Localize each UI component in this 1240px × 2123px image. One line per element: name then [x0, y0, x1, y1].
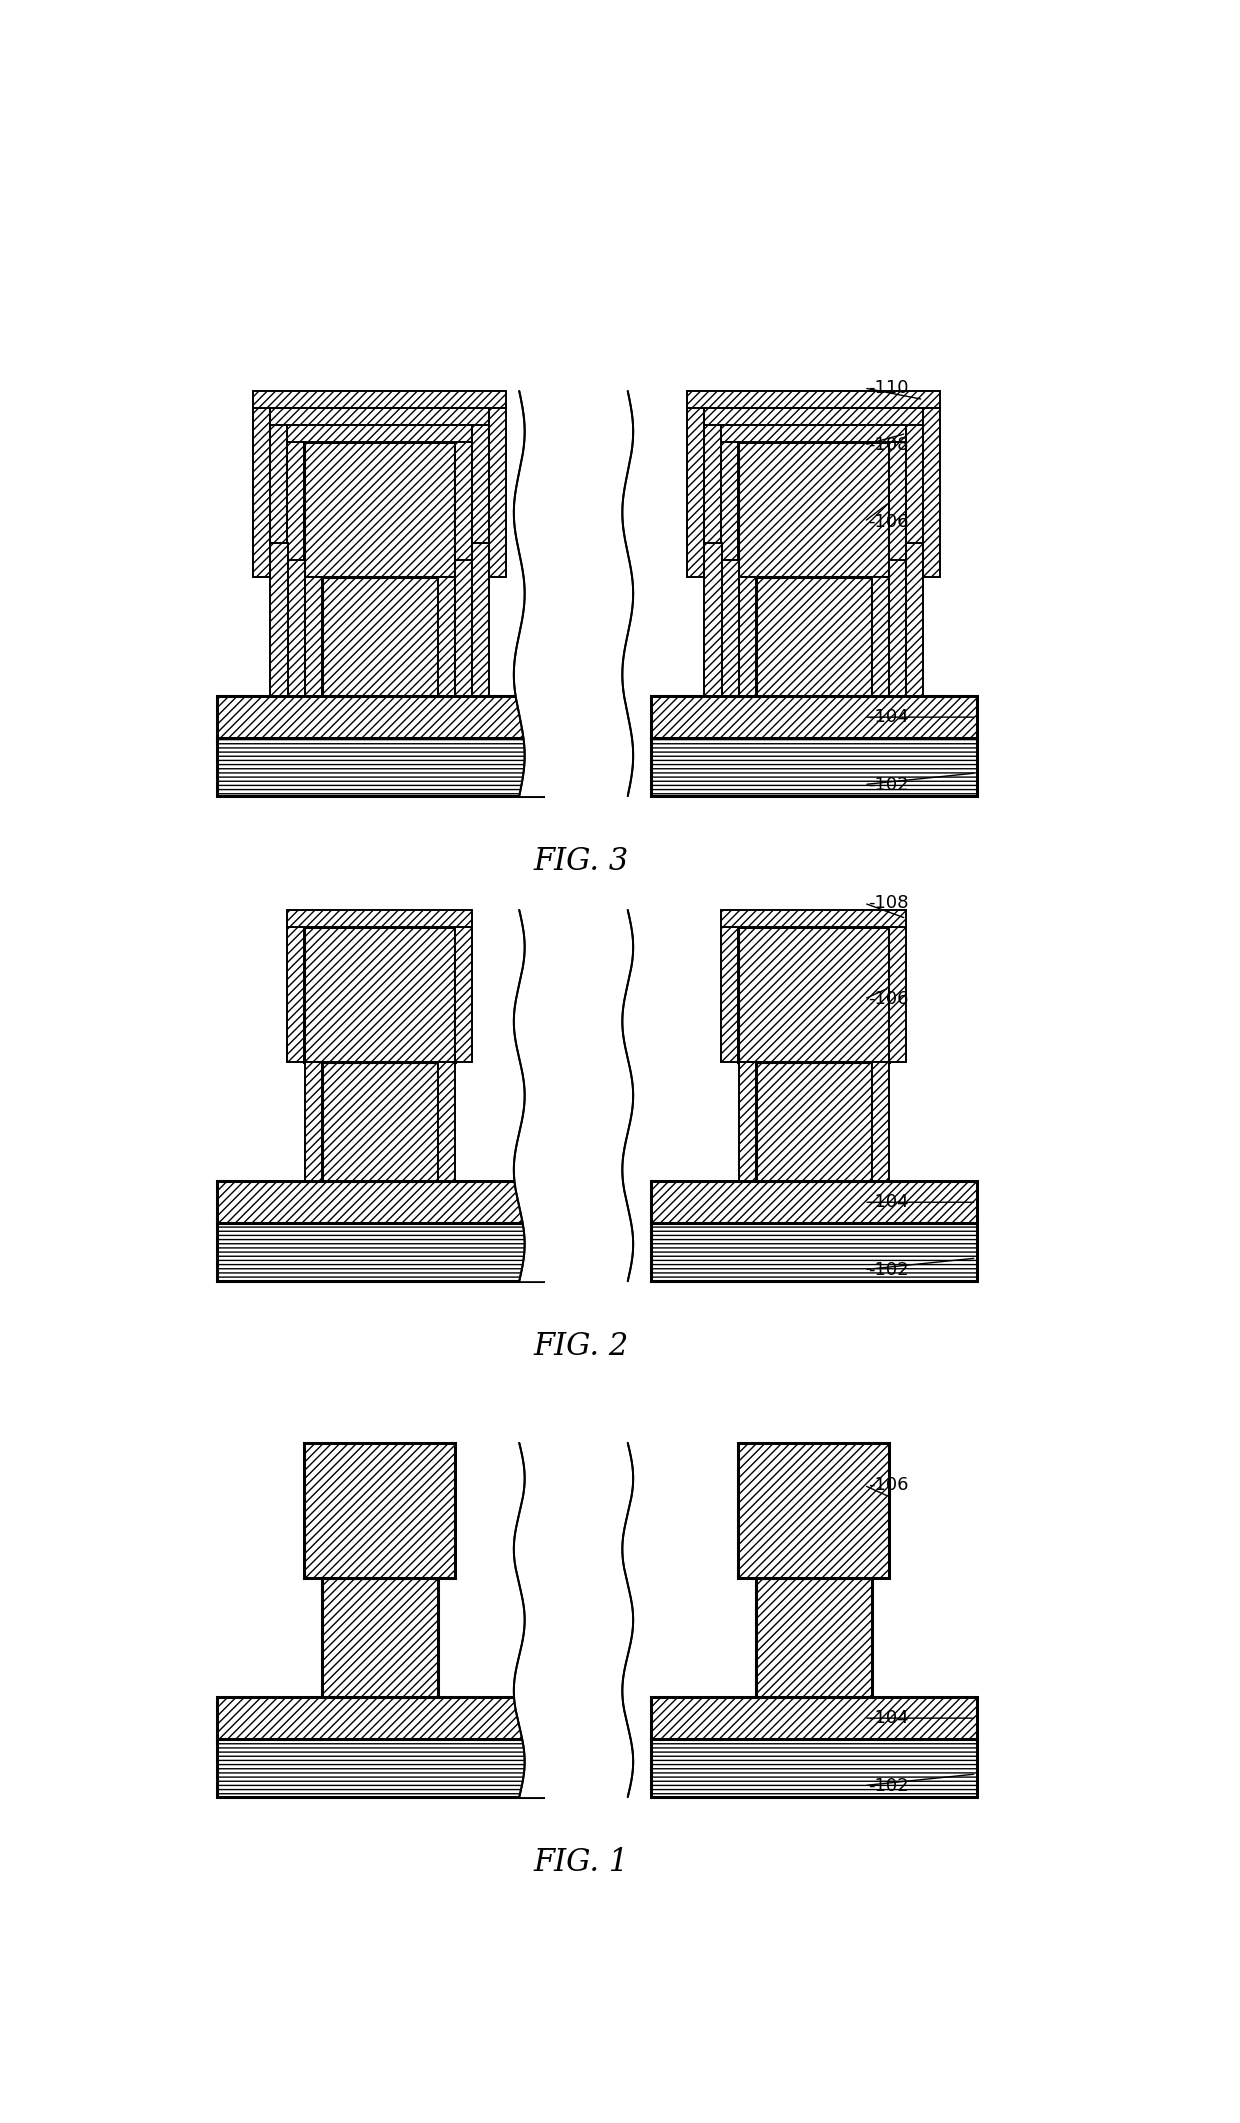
Bar — [651, 696, 977, 739]
Bar — [217, 1696, 543, 1739]
Text: FIG. 2: FIG. 2 — [533, 1331, 629, 1363]
Bar — [738, 928, 889, 1062]
Bar — [270, 543, 288, 696]
Bar — [305, 577, 321, 696]
Bar — [739, 1062, 755, 1180]
Text: -108: -108 — [868, 894, 909, 913]
Bar — [722, 442, 738, 577]
Bar — [321, 1577, 438, 1696]
Bar — [738, 442, 889, 577]
Bar — [217, 739, 543, 796]
Bar — [490, 408, 506, 577]
Bar — [288, 911, 472, 928]
Text: -110: -110 — [868, 380, 909, 397]
Bar — [739, 577, 755, 696]
Bar — [253, 408, 270, 577]
Bar — [889, 442, 906, 577]
Bar — [651, 1180, 977, 1223]
Polygon shape — [513, 391, 634, 796]
Bar — [722, 560, 739, 696]
Bar — [253, 391, 506, 408]
Bar — [270, 425, 288, 577]
Bar — [270, 408, 490, 425]
Bar — [304, 1444, 455, 1577]
Text: -102: -102 — [868, 775, 909, 794]
Bar — [321, 1062, 438, 1180]
Bar — [755, 1062, 872, 1180]
Bar — [722, 928, 738, 1062]
Bar — [304, 928, 455, 1062]
Bar — [217, 1223, 543, 1280]
Text: -104: -104 — [868, 1193, 909, 1212]
Bar — [288, 442, 304, 577]
Bar — [906, 543, 923, 696]
Bar — [217, 1739, 543, 1796]
Bar — [651, 1223, 977, 1280]
Bar — [687, 391, 940, 408]
Bar — [704, 543, 722, 696]
Bar — [217, 1180, 543, 1223]
Bar — [472, 425, 490, 577]
Bar — [455, 928, 472, 1062]
Bar — [472, 543, 489, 696]
Bar — [217, 696, 543, 739]
Bar — [889, 560, 906, 696]
Bar — [872, 1062, 889, 1180]
Bar — [738, 1444, 889, 1577]
Bar — [755, 1577, 872, 1696]
Bar — [687, 408, 704, 577]
Text: -102: -102 — [868, 1777, 909, 1794]
Bar — [755, 577, 872, 696]
Bar — [321, 577, 438, 696]
Bar — [722, 425, 906, 442]
Bar — [288, 425, 472, 442]
Text: FIG. 3: FIG. 3 — [533, 847, 629, 877]
Bar — [305, 1062, 321, 1180]
Polygon shape — [513, 911, 634, 1280]
Text: FIG. 1: FIG. 1 — [533, 1847, 629, 1879]
Text: -106: -106 — [868, 514, 909, 531]
Bar — [288, 928, 304, 1062]
Bar — [906, 425, 924, 577]
Bar — [872, 577, 889, 696]
Text: -104: -104 — [868, 1709, 909, 1728]
Text: -108: -108 — [868, 435, 909, 454]
Text: -102: -102 — [868, 1261, 909, 1278]
Bar — [722, 911, 906, 928]
Bar — [438, 577, 455, 696]
Bar — [704, 408, 924, 425]
Bar — [651, 739, 977, 796]
Text: -106: -106 — [868, 1475, 909, 1495]
Bar — [651, 1696, 977, 1739]
Bar — [455, 442, 472, 577]
Polygon shape — [513, 1444, 634, 1796]
Bar — [924, 408, 940, 577]
Text: -104: -104 — [868, 709, 909, 726]
Bar — [288, 560, 305, 696]
Bar — [304, 442, 455, 577]
Bar — [438, 1062, 455, 1180]
Bar — [651, 1739, 977, 1796]
Bar — [889, 928, 906, 1062]
Text: -106: -106 — [868, 989, 909, 1008]
Bar — [455, 560, 472, 696]
Bar — [704, 425, 722, 577]
